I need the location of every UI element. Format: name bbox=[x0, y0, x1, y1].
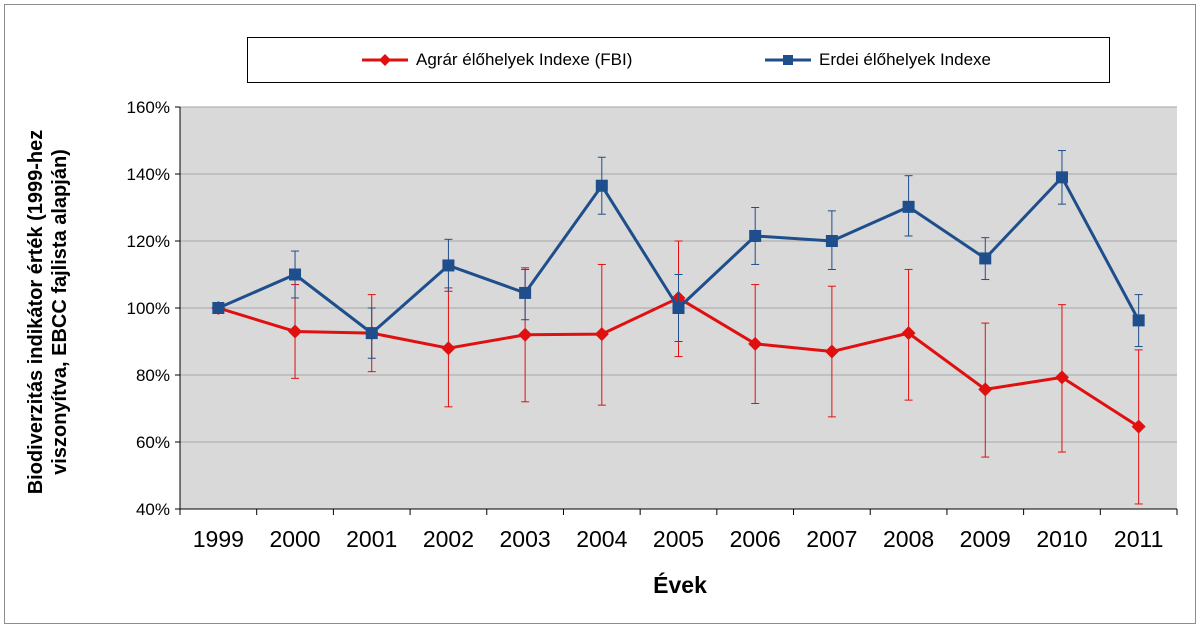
data-point-erdei bbox=[1055, 171, 1068, 184]
y-tick-label: 120% bbox=[127, 232, 170, 251]
data-point-erdei bbox=[519, 286, 532, 299]
data-point-agrar bbox=[594, 327, 609, 342]
x-tick-label: 2004 bbox=[576, 526, 627, 552]
x-tick-label: 2009 bbox=[960, 526, 1011, 552]
x-tick-label: 2000 bbox=[269, 526, 320, 552]
x-tick-label: 2007 bbox=[806, 526, 857, 552]
x-tick-label: 2003 bbox=[500, 526, 551, 552]
y-tick-label: 80% bbox=[136, 366, 170, 385]
data-point-agrar bbox=[901, 326, 916, 341]
legend-label-erdei: Erdei élőhelyek Indexe bbox=[819, 50, 992, 69]
y-tick-label: 40% bbox=[136, 500, 170, 519]
data-point-erdei bbox=[979, 252, 992, 265]
y-tick-label: 140% bbox=[127, 165, 170, 184]
legend-item-agrar: Agrár élőhelyek Indexe (FBI) bbox=[360, 38, 632, 82]
data-point-erdei bbox=[672, 302, 685, 314]
x-tick-label: 2005 bbox=[653, 526, 704, 552]
data-point-agrar bbox=[288, 324, 303, 339]
x-tick-label: 2010 bbox=[1036, 526, 1087, 552]
data-point-erdei bbox=[902, 200, 915, 213]
data-point-agrar bbox=[748, 336, 763, 351]
x-tick-label: 2001 bbox=[346, 526, 397, 552]
data-point-erdei bbox=[595, 179, 608, 192]
y-tick-label: 60% bbox=[136, 433, 170, 452]
data-point-erdei bbox=[212, 302, 225, 314]
legend-item-erdei: Erdei élőhelyek Indexe bbox=[763, 38, 991, 82]
data-point-agrar bbox=[518, 327, 533, 342]
y-tick-label: 100% bbox=[127, 299, 170, 318]
data-point-agrar bbox=[824, 344, 839, 359]
y-tick-label: 160% bbox=[127, 98, 170, 117]
data-point-agrar bbox=[1054, 370, 1069, 385]
data-point-erdei bbox=[825, 235, 838, 247]
data-point-erdei bbox=[365, 327, 378, 340]
data-point-erdei bbox=[1132, 314, 1145, 327]
legend-swatch-erdei bbox=[765, 55, 811, 65]
legend: Agrár élőhelyek Indexe (FBI) Erdei élőhe… bbox=[247, 37, 1110, 83]
x-tick-label: 2002 bbox=[423, 526, 474, 552]
x-axis-title: Évek bbox=[653, 572, 707, 598]
legend-swatch-agrar bbox=[362, 54, 408, 66]
x-tick-label: 1999 bbox=[193, 526, 244, 552]
legend-label-agrar: Agrár élőhelyek Indexe (FBI) bbox=[416, 50, 633, 69]
data-point-agrar bbox=[1131, 419, 1146, 434]
x-tick-label: 2008 bbox=[883, 526, 934, 552]
data-point-erdei bbox=[749, 229, 762, 242]
data-point-agrar bbox=[441, 341, 456, 356]
data-point-erdei bbox=[442, 259, 455, 272]
data-point-erdei bbox=[289, 268, 302, 281]
x-tick-label: 2006 bbox=[730, 526, 781, 552]
x-tick-label: 2011 bbox=[1114, 526, 1163, 552]
data-point-agrar bbox=[978, 382, 993, 397]
